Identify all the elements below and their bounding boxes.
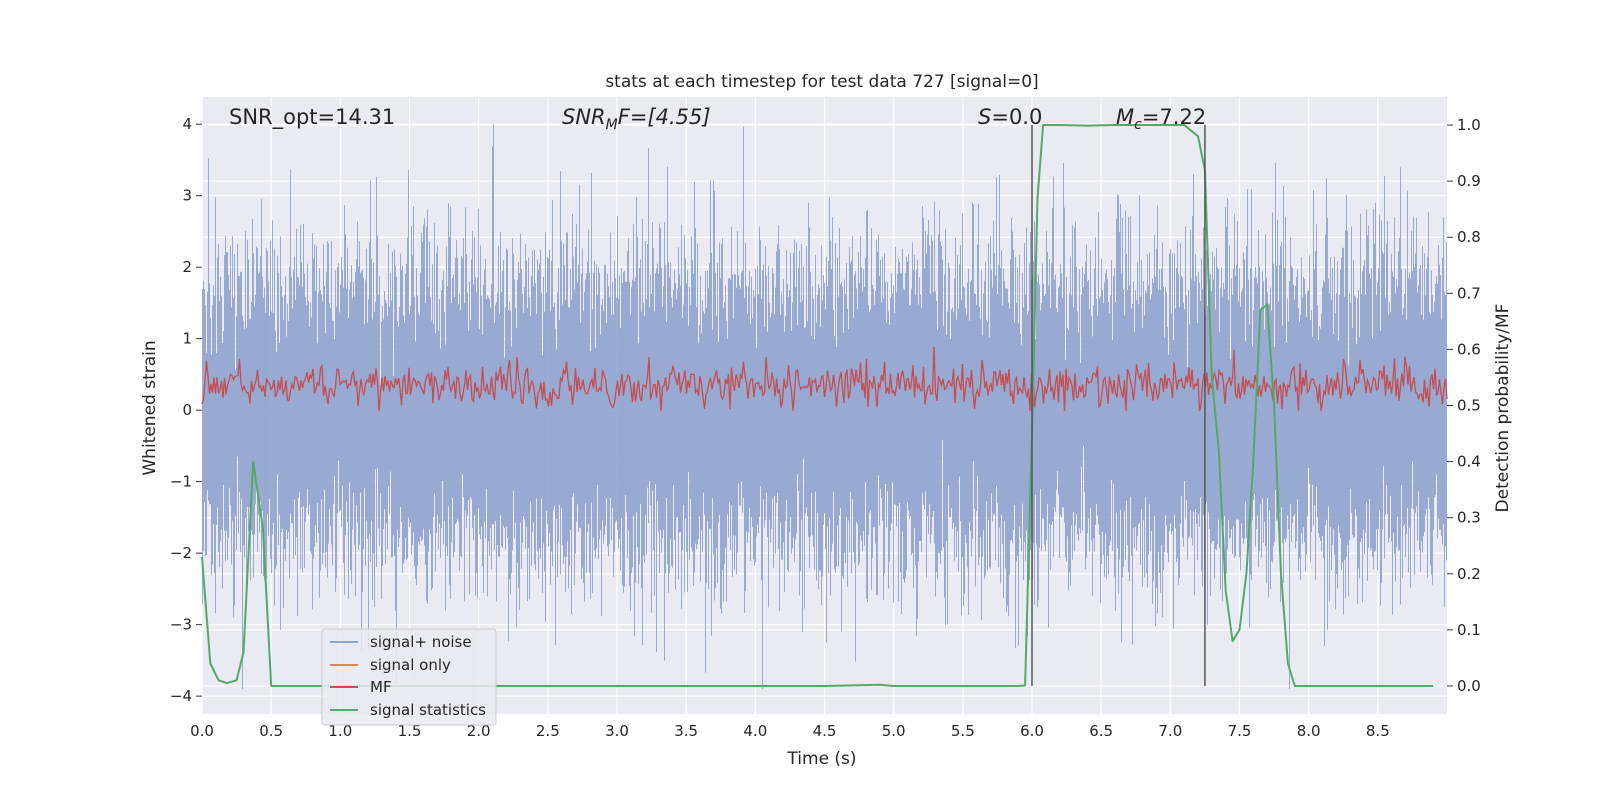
y2-axis-label: Detection probability/MF bbox=[1493, 304, 1513, 513]
y-tick-label: −3 bbox=[170, 616, 192, 634]
legend-box bbox=[321, 628, 497, 726]
annotation-s-main: S bbox=[978, 105, 991, 129]
y2-tick-label: 0.0 bbox=[1457, 677, 1481, 695]
x-tick-label: 4.5 bbox=[813, 722, 837, 740]
annotation-mc: Mc=7.22 bbox=[1116, 105, 1206, 133]
y-tick-label: 2 bbox=[182, 258, 192, 276]
x-tick-label: 2.0 bbox=[467, 722, 491, 740]
y-tick-label: 4 bbox=[182, 115, 192, 133]
annotation-snr-mf-rest: F=[4.55] bbox=[618, 105, 711, 129]
x-tick-label: 4.0 bbox=[743, 722, 767, 740]
annotation-snr-mf-main: SNR bbox=[562, 105, 606, 129]
x-tick-label: 6.5 bbox=[1089, 722, 1113, 740]
vertical-markers bbox=[1031, 125, 1206, 686]
annotation-mc-rest: =7.22 bbox=[1142, 105, 1206, 129]
annotation-snr-opt: SNR_opt=14.31 bbox=[229, 105, 395, 130]
y-tick-label: 1 bbox=[182, 330, 192, 348]
x-tick-label: 8.5 bbox=[1366, 722, 1390, 740]
x-tick-label: 3.5 bbox=[674, 722, 698, 740]
y-tick-label: 0 bbox=[182, 401, 192, 419]
y-tick-label: −2 bbox=[170, 544, 192, 562]
y-tick-label: −1 bbox=[170, 473, 192, 491]
axes: 0.0 0.5 1.0 1.5 2.0 2.5 3.0 3.5 4.0 4.5 5.0 5.5 6.0 6… bbox=[170, 115, 1481, 740]
legend-label-signal-only: signal only bbox=[370, 656, 451, 674]
y-tick-label: −4 bbox=[170, 687, 192, 705]
legend-label-stats: signal statistics bbox=[370, 701, 486, 719]
mf-trace bbox=[201, 346, 1448, 412]
annotation-s: S=0.0 bbox=[978, 105, 1042, 129]
annotation-snr-mf-sub: M bbox=[606, 117, 618, 133]
x-axis-label: Time (s) bbox=[786, 749, 856, 769]
y2-tick-label: 0.6 bbox=[1457, 340, 1481, 358]
x-tick-label: 2.5 bbox=[536, 722, 560, 740]
x-tick-label: 0.0 bbox=[190, 722, 214, 740]
x-tick-label: 1.0 bbox=[328, 722, 352, 740]
y-axis-label: Whitened strain bbox=[140, 340, 160, 475]
x-tick-label: 8.0 bbox=[1297, 722, 1321, 740]
x-tick-label: 5.5 bbox=[951, 722, 975, 740]
x-tick-label: 7.5 bbox=[1228, 722, 1252, 740]
y2-tick-label: 0.5 bbox=[1457, 397, 1481, 415]
annotation-mc-main: M bbox=[1116, 105, 1134, 129]
y2-tick-label: 0.1 bbox=[1457, 621, 1481, 639]
y2-tick-label: 0.8 bbox=[1457, 228, 1481, 246]
y2-tick-label: 0.7 bbox=[1457, 284, 1481, 302]
y2-tick-label: 0.2 bbox=[1457, 565, 1481, 583]
chart-title: stats at each timestep for test data 727… bbox=[605, 72, 1038, 92]
series-signal-statistics bbox=[201, 124, 1434, 687]
series-mf bbox=[201, 346, 1448, 412]
y-tick-label: 3 bbox=[182, 187, 192, 205]
annotation-s-rest: =0.0 bbox=[991, 105, 1042, 129]
x-tick-label: 0.5 bbox=[259, 722, 283, 740]
x-tick-label: 6.0 bbox=[1020, 722, 1044, 740]
y2-tick-label: 0.3 bbox=[1457, 509, 1481, 527]
x-tick-label: 7.0 bbox=[1158, 722, 1182, 740]
x-tick-label: 3.0 bbox=[605, 722, 629, 740]
legend: signal+ noise signal only MF signal stat… bbox=[321, 628, 497, 726]
signal-statistics-trace bbox=[201, 124, 1434, 687]
legend-label-mf: MF bbox=[370, 678, 392, 696]
y2-tick-label: 1.0 bbox=[1457, 116, 1481, 134]
y2-tick-label: 0.9 bbox=[1457, 172, 1481, 190]
x-tick-label: 5.0 bbox=[882, 722, 906, 740]
annotation-mc-sub: c bbox=[1134, 117, 1142, 133]
annotation-snr-mf: SNRMF=[4.55] bbox=[562, 105, 711, 133]
y2-tick-label: 0.4 bbox=[1457, 453, 1481, 471]
x-tick-label: 1.5 bbox=[398, 722, 422, 740]
legend-label-noise: signal+ noise bbox=[370, 633, 472, 651]
